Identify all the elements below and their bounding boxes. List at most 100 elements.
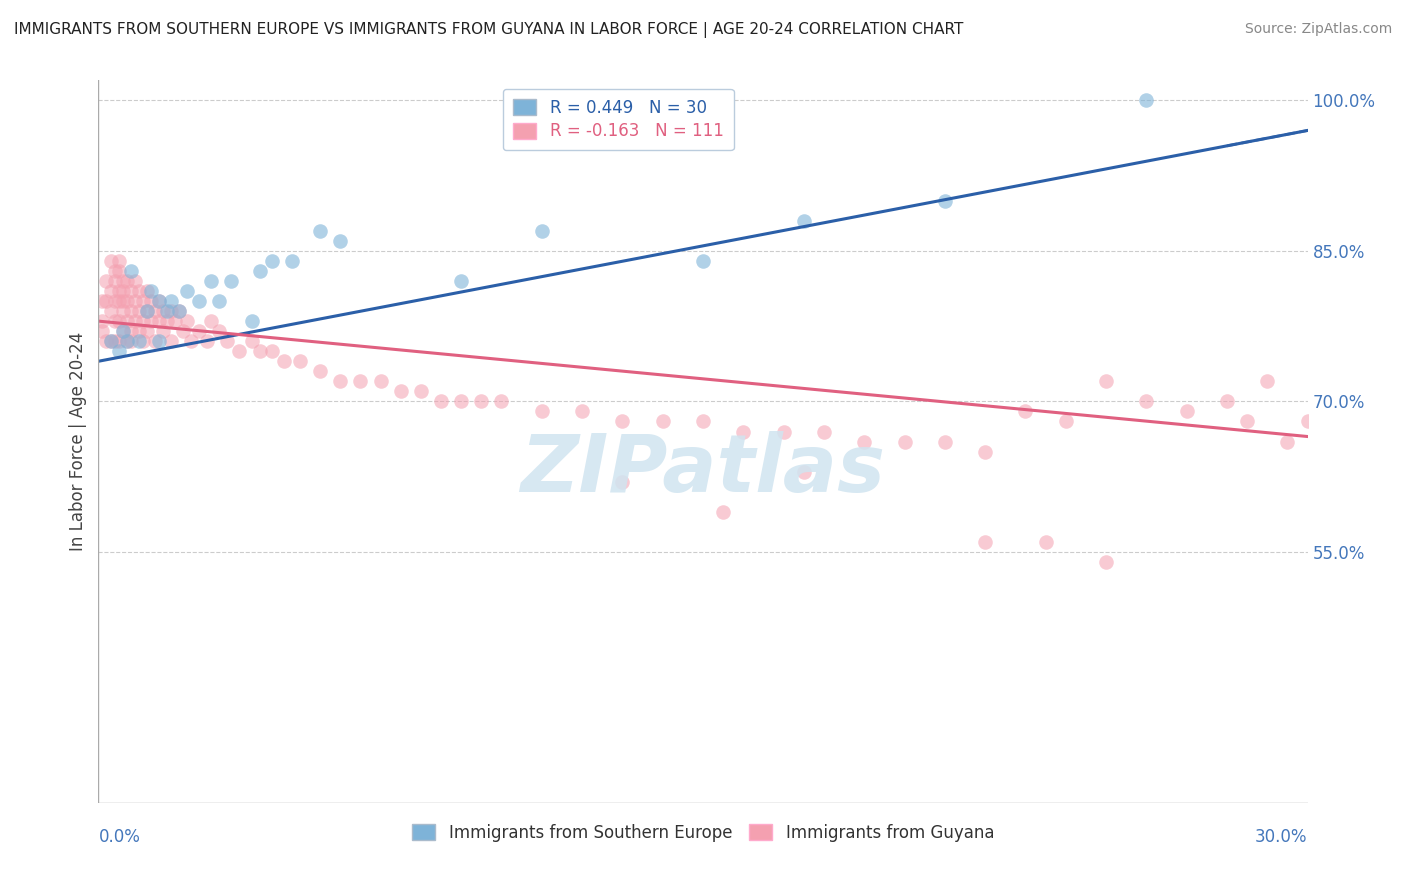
Point <box>107 293 129 308</box>
Point <box>450 394 472 409</box>
Point <box>1135 93 1157 107</box>
Point <box>260 344 283 359</box>
Point <box>409 384 432 399</box>
Point <box>1035 534 1057 549</box>
Point <box>260 253 283 268</box>
Point <box>156 304 179 318</box>
Point <box>124 274 146 288</box>
Point <box>100 284 122 298</box>
Point <box>240 314 263 328</box>
Point <box>163 314 186 328</box>
Point <box>692 253 714 268</box>
Point <box>491 394 513 409</box>
Point <box>96 334 118 348</box>
Point <box>934 194 956 208</box>
Point <box>100 253 122 268</box>
Point <box>711 505 734 519</box>
Point <box>176 284 198 298</box>
Point <box>249 264 271 278</box>
Point <box>115 274 138 288</box>
Point <box>1216 394 1239 409</box>
Point <box>1135 394 1157 409</box>
Point <box>120 324 142 338</box>
Point <box>974 444 997 458</box>
Point <box>240 334 263 348</box>
Point <box>370 374 392 388</box>
Point <box>208 293 231 308</box>
Point <box>208 324 231 338</box>
Point <box>692 414 714 428</box>
Point <box>571 404 593 418</box>
Point <box>172 324 194 338</box>
Point <box>934 434 956 449</box>
Point <box>893 434 915 449</box>
Point <box>139 314 162 328</box>
Point <box>120 264 142 278</box>
Point <box>1236 414 1258 428</box>
Point <box>1054 414 1077 428</box>
Legend: Immigrants from Southern Europe, Immigrants from Guyana: Immigrants from Southern Europe, Immigra… <box>405 817 1001 848</box>
Point <box>249 344 271 359</box>
Point <box>176 314 198 328</box>
Point <box>143 334 166 348</box>
Point <box>103 314 125 328</box>
Point <box>309 224 332 238</box>
Point <box>281 253 304 268</box>
Point <box>115 293 138 308</box>
Point <box>143 304 166 318</box>
Point <box>430 394 453 409</box>
Point <box>974 534 997 549</box>
Point <box>124 314 146 328</box>
Point <box>91 293 114 308</box>
Point <box>120 284 142 298</box>
Point <box>139 284 162 298</box>
Point <box>115 314 138 328</box>
Point <box>128 324 150 338</box>
Point <box>188 324 211 338</box>
Point <box>1175 404 1198 418</box>
Point <box>120 334 142 348</box>
Point <box>530 224 553 238</box>
Point <box>195 334 218 348</box>
Point <box>152 304 174 318</box>
Point <box>349 374 371 388</box>
Point <box>152 324 174 338</box>
Point <box>221 274 243 288</box>
Point <box>128 304 150 318</box>
Point <box>148 314 170 328</box>
Point <box>772 425 794 439</box>
Point <box>96 274 118 288</box>
Point <box>1014 404 1036 418</box>
Point <box>128 334 150 348</box>
Point <box>120 304 142 318</box>
Point <box>132 293 155 308</box>
Point <box>612 475 634 489</box>
Point <box>111 324 134 338</box>
Point <box>111 304 134 318</box>
Point <box>813 425 835 439</box>
Point <box>115 334 138 348</box>
Point <box>733 425 755 439</box>
Point <box>103 264 125 278</box>
Point <box>156 314 179 328</box>
Point <box>470 394 492 409</box>
Y-axis label: In Labor Force | Age 20-24: In Labor Force | Age 20-24 <box>69 332 87 551</box>
Point <box>103 293 125 308</box>
Point <box>160 293 183 308</box>
Point <box>124 293 146 308</box>
Text: 30.0%: 30.0% <box>1256 828 1308 846</box>
Point <box>115 334 138 348</box>
Point <box>135 284 157 298</box>
Point <box>107 334 129 348</box>
Point <box>148 334 170 348</box>
Point <box>128 284 150 298</box>
Text: Source: ZipAtlas.com: Source: ZipAtlas.com <box>1244 22 1392 37</box>
Point <box>135 304 157 318</box>
Point <box>651 414 673 428</box>
Point <box>107 344 129 359</box>
Point <box>1095 555 1118 569</box>
Point <box>1256 374 1278 388</box>
Point <box>389 384 412 399</box>
Point <box>100 304 122 318</box>
Point <box>530 404 553 418</box>
